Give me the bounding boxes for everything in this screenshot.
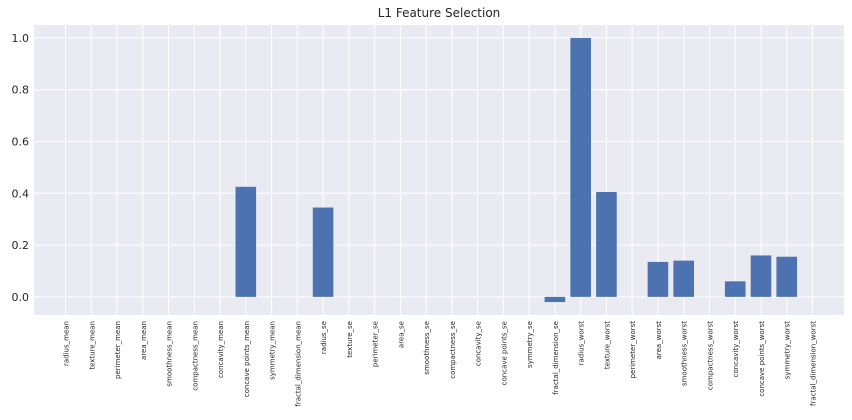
x-tick-label: radius_worst: [578, 321, 586, 366]
y-tick-label: 0.2: [12, 239, 30, 252]
x-tick-label: smoothness_worst: [681, 321, 689, 386]
bar-smoothness_worst: [673, 260, 695, 297]
chart-title: L1 Feature Selection: [378, 6, 501, 20]
bar-fractal_dimension_se: [544, 296, 566, 303]
bar-concave-points_worst: [750, 255, 772, 297]
x-tick-label: area_se: [397, 321, 405, 348]
x-tick-label: fractal_dimension_worst: [810, 321, 818, 406]
x-tick-label: radius_se: [320, 321, 328, 354]
x-tick-label: smoothness_mean: [166, 321, 174, 387]
plot-background: [34, 25, 844, 315]
x-tick-label: symmetry_mean: [269, 321, 277, 380]
x-tick-label: radius_mean: [63, 321, 71, 366]
x-tick-label: concavity_worst: [732, 321, 740, 378]
x-tick-label: perimeter_se: [372, 321, 380, 367]
x-tick-label: concave points_mean: [243, 321, 251, 397]
x-tick-label: symmetry_se: [526, 321, 534, 368]
x-tick-label: texture_worst: [603, 321, 611, 369]
bar-radius_se: [312, 207, 334, 297]
bar-texture_worst: [596, 192, 617, 297]
bars: [235, 37, 798, 303]
x-tick-label: fractal_dimension_mean: [294, 321, 302, 407]
x-tick-label: concave points_worst: [758, 321, 766, 397]
y-tick-label: 1.0: [12, 32, 30, 45]
x-tick-labels: radius_mean texture_mean perimeter_mean are…: [63, 321, 818, 407]
bar-radius_worst: [570, 37, 591, 297]
x-tick-label: area_mean: [140, 321, 148, 360]
x-tick-label: compactness_se: [449, 321, 457, 379]
x-tick-label: fractal_dimension_se: [552, 321, 560, 395]
y-tick-label: 0.0: [12, 291, 30, 304]
y-tick-label: 0.4: [12, 187, 30, 200]
x-tick-label: concavity_se: [475, 321, 483, 366]
x-tick-label: concave points_se: [500, 321, 508, 385]
x-tick-label: texture_mean: [88, 321, 96, 370]
x-tick-label: perimeter_mean: [114, 321, 122, 379]
x-tick-label: texture_se: [346, 321, 354, 358]
bar-area_worst: [647, 261, 669, 297]
x-tick-label: smoothness_se: [423, 321, 431, 375]
bar-symmetry_worst: [776, 256, 798, 297]
y-tick-label: 0.8: [12, 84, 30, 97]
x-tick-label: area_worst: [655, 321, 663, 360]
x-tick-label: compactness_mean: [191, 321, 199, 391]
y-tick-label: 0.6: [12, 136, 30, 149]
x-tick-label: symmetry_worst: [784, 321, 792, 380]
bar-concavity_worst: [724, 281, 746, 297]
x-tick-label: concavity_mean: [217, 321, 225, 378]
x-tick-label: perimeter_worst: [629, 321, 637, 379]
x-tick-label: compactness_worst: [706, 321, 714, 390]
y-tick-labels: 0.0 0.2 0.4 0.6 0.8 1.0: [12, 32, 30, 304]
bar-concave-points_mean: [235, 186, 257, 297]
